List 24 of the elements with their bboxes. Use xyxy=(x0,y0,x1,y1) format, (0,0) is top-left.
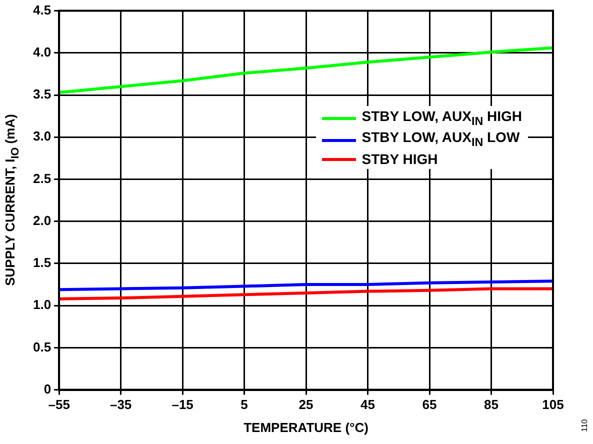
x-tick-label: –35 xyxy=(110,397,132,412)
y-tick-label: 0.5 xyxy=(32,339,52,354)
y-tick-label: 2.5 xyxy=(32,170,52,186)
y-tick-label: 1.0 xyxy=(32,297,52,312)
x-tick-label: 45 xyxy=(360,397,376,412)
y-tick-label: 3.5 xyxy=(32,86,52,102)
x-tick-label: 5 xyxy=(240,397,248,412)
y-tick-label: 4.5 xyxy=(32,2,52,18)
x-tick-label: –15 xyxy=(172,397,194,412)
y-tick-label: 0 xyxy=(44,381,52,396)
x-tick-label: 25 xyxy=(298,397,314,412)
x-axis-title: TEMPERATURE (°C) xyxy=(244,420,368,435)
legend-label: STBY LOW, AUX$_{IN}$ HIGH xyxy=(362,108,522,130)
x-tick-label: 85 xyxy=(484,397,498,412)
legend-label: STBY LOW, AUX$_{IN}$ LOW xyxy=(362,129,520,152)
legend-label: STBY HIGH xyxy=(362,151,438,168)
y-tick-label: 1.5 xyxy=(32,255,52,270)
y-tick-label: 2.0 xyxy=(32,212,52,228)
x-tick-label: 105 xyxy=(542,397,564,412)
text: 110 xyxy=(580,419,590,432)
y-tick-label: 4.0 xyxy=(32,44,52,60)
x-tick-label: –55 xyxy=(48,397,70,412)
x-tick-label: 65 xyxy=(422,397,437,412)
y-tick-label: 3.0 xyxy=(32,128,52,144)
